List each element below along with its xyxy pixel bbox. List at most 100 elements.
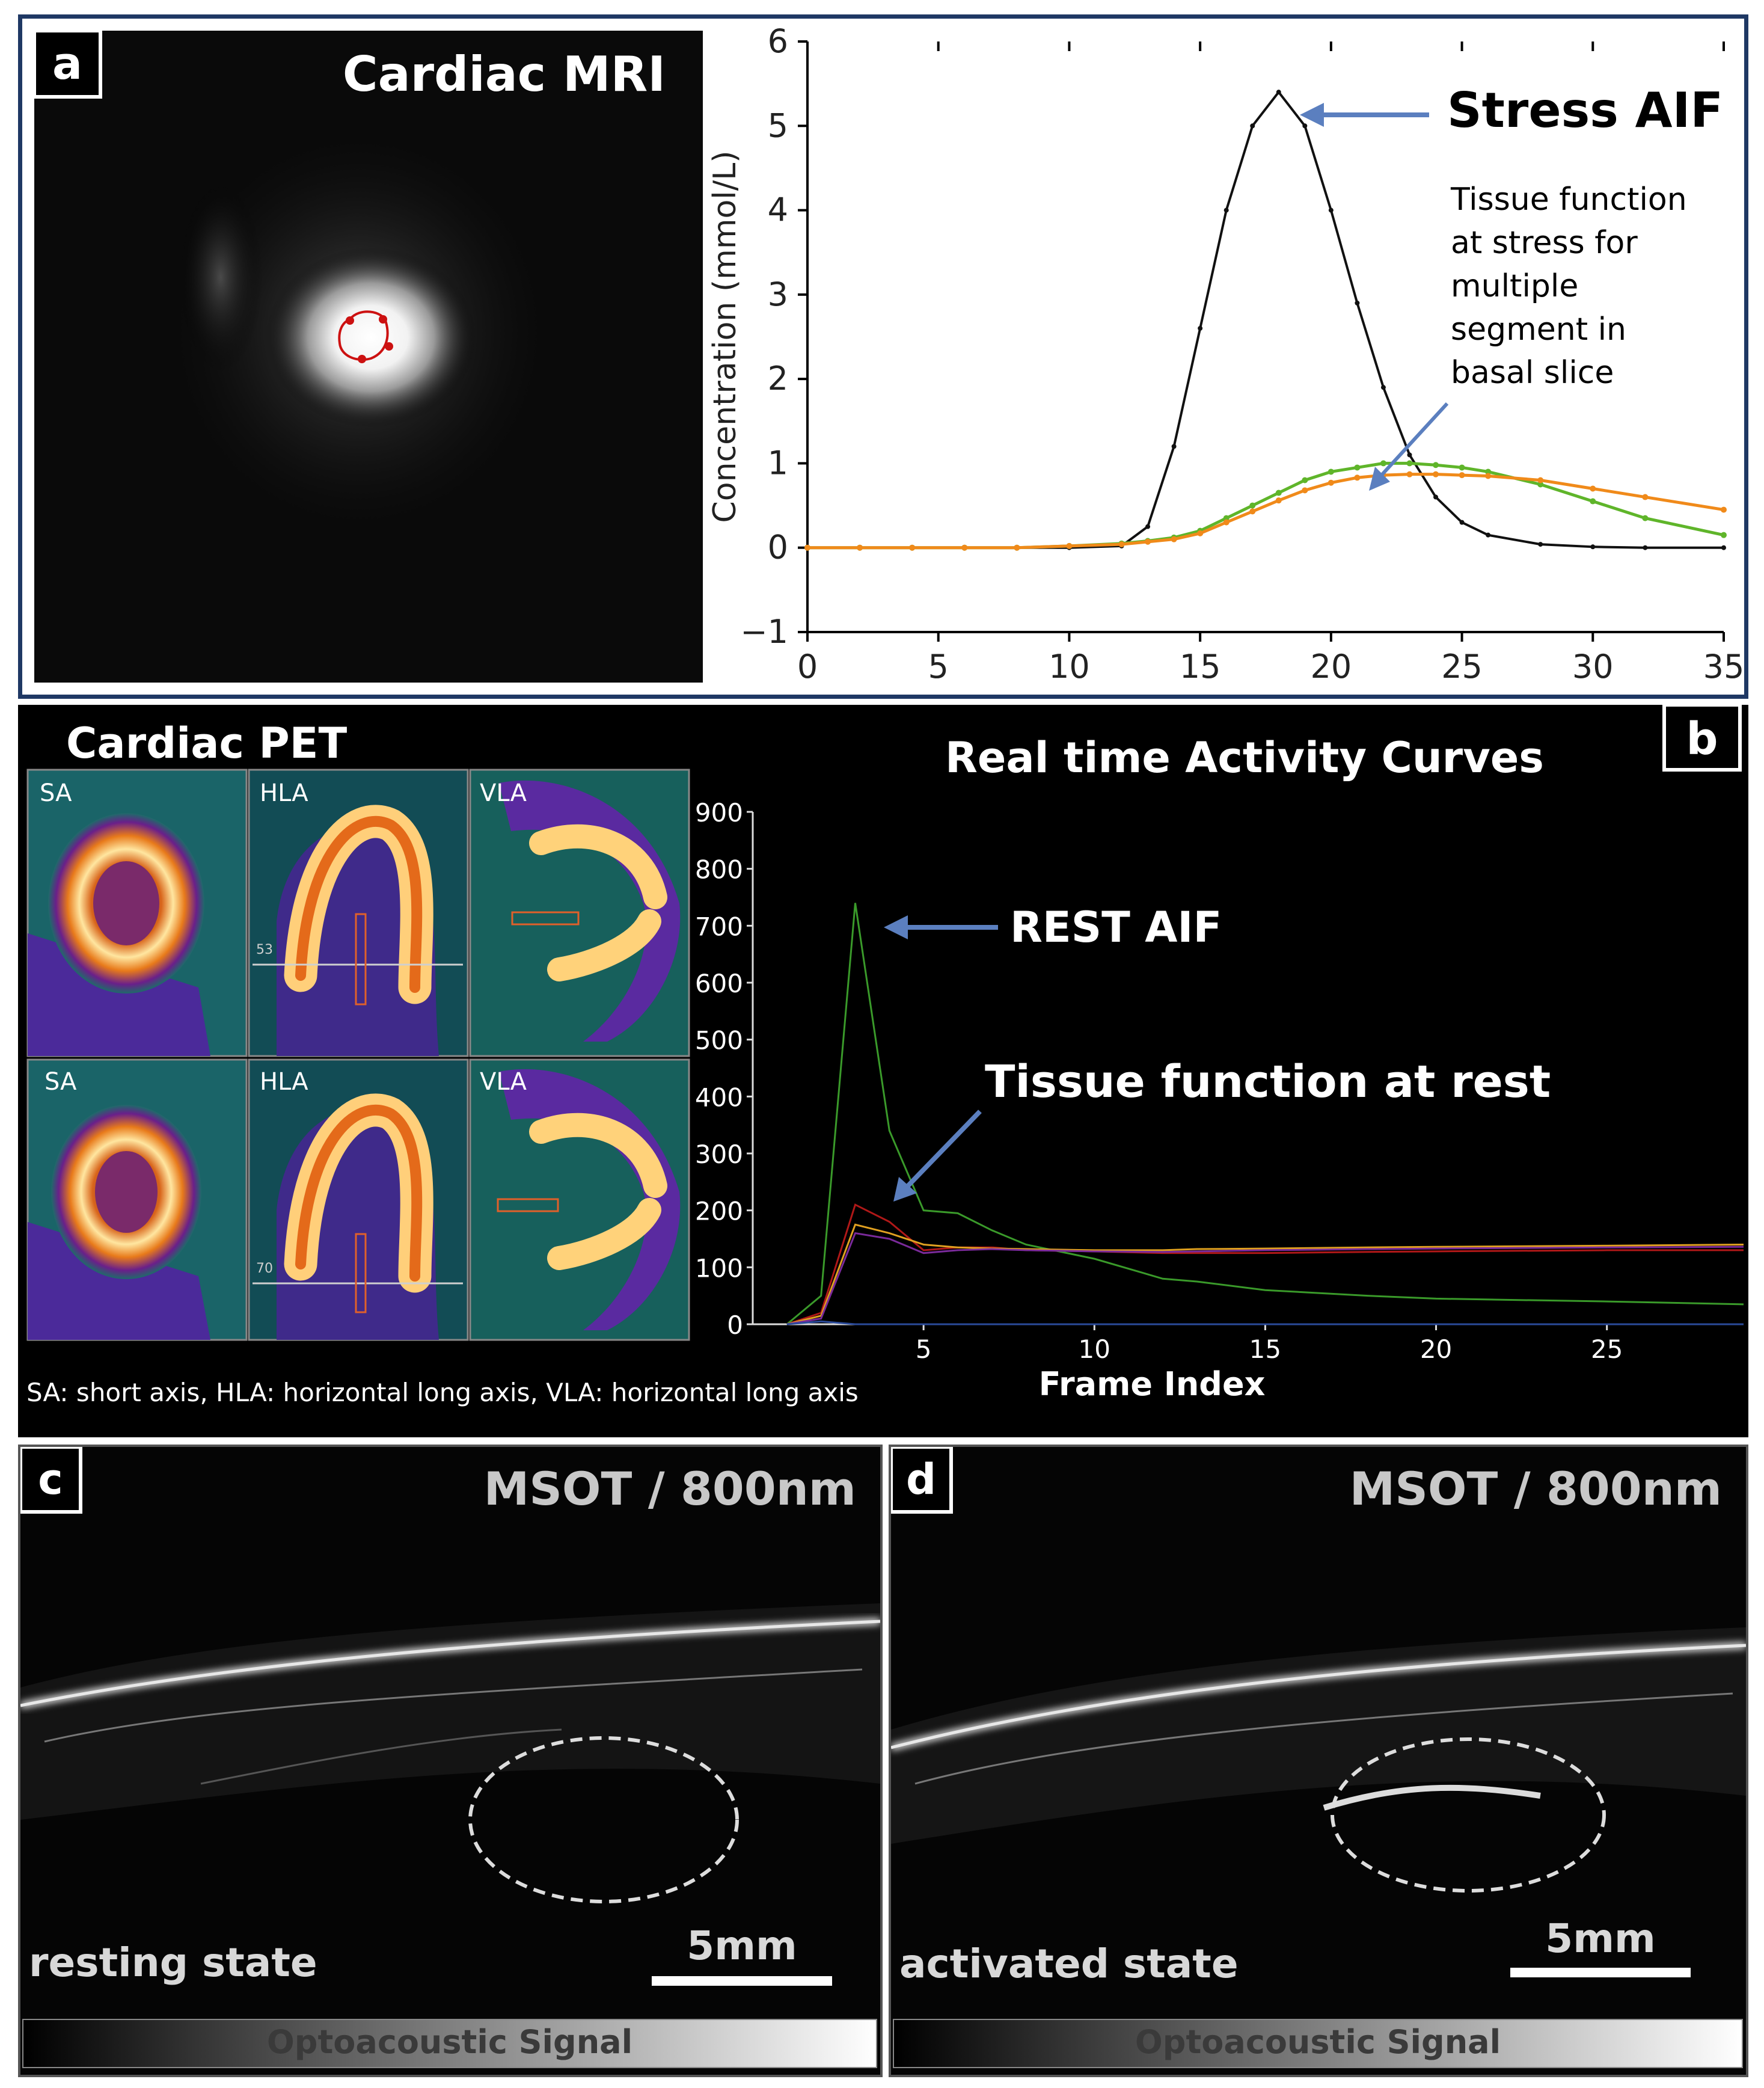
- y-tick-label: 800: [695, 855, 743, 885]
- data-point: [1538, 542, 1543, 547]
- data-point: [1249, 502, 1256, 509]
- data-point: [1354, 464, 1361, 471]
- panel-label: a: [52, 38, 82, 90]
- data-point: [1590, 544, 1596, 550]
- y-tick-label: 0: [727, 1310, 743, 1340]
- y-tick-label: 2: [768, 360, 788, 398]
- data-point: [1198, 325, 1203, 331]
- y-tick-label: −1: [740, 613, 788, 651]
- x-tick-label: 15: [1180, 648, 1221, 686]
- x-axis-label: Frame Index: [1039, 1365, 1266, 1403]
- x-tick-label: 5: [916, 1334, 932, 1364]
- data-point: [1171, 536, 1177, 542]
- tissue-annotation-line: Tissue function: [1450, 182, 1687, 218]
- data-point: [909, 544, 916, 551]
- y-axis-label: Concentration (mmol/L): [707, 150, 743, 523]
- data-point: [1642, 494, 1649, 500]
- data-point: [1433, 462, 1439, 468]
- data-point: [1407, 452, 1412, 458]
- x-tick-label: 20: [1420, 1334, 1452, 1364]
- series-line: [786, 1320, 1744, 1325]
- data-point: [1223, 519, 1230, 526]
- y-tick-label: 4: [768, 191, 788, 229]
- data-point: [1721, 545, 1726, 550]
- data-point: [1302, 123, 1308, 129]
- data-point: [1223, 515, 1230, 521]
- rest-tissue-label: Tissue function at rest: [985, 1056, 1551, 1108]
- x-tick-label: 35: [1703, 648, 1744, 686]
- data-point: [1328, 207, 1334, 213]
- series-line: [807, 473, 1724, 550]
- data-point: [1590, 485, 1596, 492]
- panel-label-box: [19, 1445, 82, 1514]
- x-tick-label: 30: [1572, 648, 1614, 686]
- panel-label: c: [38, 1455, 63, 1504]
- series-line: [786, 903, 1744, 1325]
- y-tick-label: 700: [695, 912, 743, 941]
- y-tick-label: 300: [695, 1140, 743, 1169]
- scale-label: 5mm: [687, 1923, 797, 1969]
- data-point: [1328, 468, 1334, 475]
- scale-label: 5mm: [1545, 1915, 1655, 1962]
- x-tick-label: 0: [797, 648, 818, 686]
- x-tick-label: 20: [1310, 648, 1352, 686]
- panel-b-svg: Cardiac PET: [26, 703, 1744, 1407]
- stress-aif-label: Stress AIF: [1447, 82, 1723, 138]
- panel-label: d: [906, 1455, 936, 1504]
- data-point: [1433, 494, 1439, 500]
- data-point: [1486, 532, 1491, 538]
- data-point: [1459, 520, 1465, 525]
- tissue-annotation-line: segment in: [1451, 312, 1626, 348]
- data-point: [1275, 497, 1282, 504]
- data-point: [1302, 477, 1308, 484]
- view-label: VLA: [480, 779, 527, 807]
- slice-number: 53: [256, 942, 273, 957]
- chart-title: Real time Activity Curves: [945, 733, 1544, 782]
- pet-title: Cardiac PET: [66, 719, 347, 768]
- data-point: [1118, 541, 1125, 548]
- data-point: [1459, 472, 1465, 479]
- data-point: [1197, 530, 1204, 536]
- tissue-annotation: Tissue function at stress for multiple s…: [1450, 182, 1687, 391]
- data-point: [1433, 471, 1439, 477]
- data-point: [857, 544, 863, 551]
- data-point: [1721, 506, 1727, 513]
- msot-header: MSOT / 800nm: [1350, 1462, 1722, 1515]
- data-point: [1642, 515, 1649, 521]
- y-tick-label: 5: [768, 106, 788, 144]
- data-point: [1328, 479, 1334, 486]
- data-point: [961, 544, 968, 551]
- data-point: [1485, 473, 1492, 479]
- state-label: activated state: [899, 1941, 1239, 1987]
- scale-bar: [652, 1976, 832, 1986]
- mri-bright-region: [266, 247, 476, 428]
- view-label: SA: [44, 1068, 77, 1096]
- y-tick-label: 900: [695, 798, 743, 828]
- tissue-annotation-line: basal slice: [1451, 355, 1614, 391]
- slice-number: 70: [256, 1261, 273, 1276]
- data-point: [1590, 498, 1596, 505]
- panel-c: c MSOT / 800nm resting state 5mm Optoaco…: [18, 1445, 883, 2077]
- series-line: [786, 1203, 1744, 1325]
- data-point: [1223, 207, 1229, 213]
- panel-b: Cardiac PET: [18, 703, 1748, 1437]
- view-label: SA: [40, 779, 72, 807]
- data-point: [1537, 481, 1544, 488]
- x-tick-label: 10: [1049, 648, 1090, 686]
- data-point: [1537, 477, 1544, 484]
- y-tick-label: 6: [768, 22, 788, 60]
- x-tick-label: 25: [1441, 648, 1483, 686]
- data-point: [1249, 508, 1256, 515]
- data-point: [1459, 464, 1465, 471]
- panel-label: b: [1686, 713, 1718, 765]
- activity-chart: 0 100 200 300 400 500 600 700 800 900 5 10 15 20 25 Fra…: [695, 798, 1744, 1403]
- panel-d-svg: d MSOT / 800nm activated state 5mm Optoa…: [889, 1445, 1747, 2075]
- data-point: [1406, 460, 1413, 467]
- x-tick-label: 5: [928, 648, 949, 686]
- y-tick-label: 0: [768, 529, 788, 567]
- tissue-annotation-line: multiple: [1451, 268, 1578, 304]
- panel-c-svg: c MSOT / 800nm resting state 5mm Optoaco…: [19, 1445, 881, 2075]
- x-tick-label: 10: [1079, 1334, 1110, 1364]
